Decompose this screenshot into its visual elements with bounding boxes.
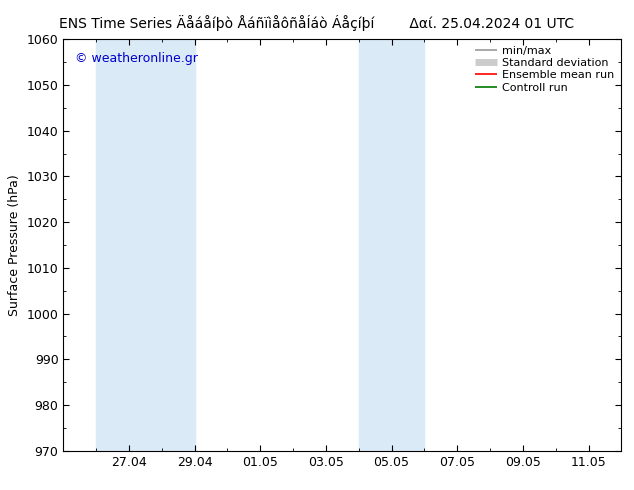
- Bar: [96, 39, 195, 451]
- Text: © weatheronline.gr: © weatheronline.gr: [75, 51, 197, 65]
- Legend: min/max, Standard deviation, Ensemble mean run, Controll run: min/max, Standard deviation, Ensemble me…: [470, 42, 619, 97]
- Text: ENS Time Series Äåáåíþò ÅáñïìåôñåÍáò Áåçíþí        Δαί. 25.04.2024 01 UTC: ENS Time Series Äåáåíþò ÅáñïìåôñåÍáò Áåç…: [60, 15, 574, 31]
- Y-axis label: Surface Pressure (hPa): Surface Pressure (hPa): [8, 174, 21, 316]
- Bar: [359, 39, 424, 451]
